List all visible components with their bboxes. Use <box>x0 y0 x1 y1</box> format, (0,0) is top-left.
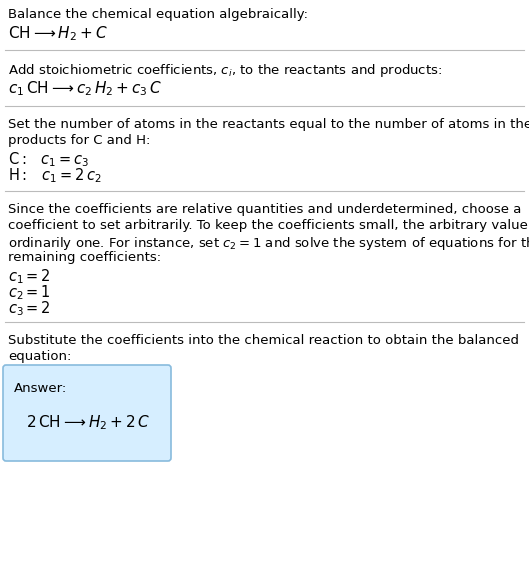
Text: Since the coefficients are relative quantities and underdetermined, choose a: Since the coefficients are relative quan… <box>8 203 522 216</box>
Text: Add stoichiometric coefficients, $c_i$, to the reactants and products:: Add stoichiometric coefficients, $c_i$, … <box>8 62 442 79</box>
Text: $\mathrm{H:}\;\;\; c_1 = 2\,c_2$: $\mathrm{H:}\;\;\; c_1 = 2\,c_2$ <box>8 166 102 185</box>
Text: $\mathrm{C:}\;\;\; c_1 = c_3$: $\mathrm{C:}\;\;\; c_1 = c_3$ <box>8 150 89 169</box>
Text: coefficient to set arbitrarily. To keep the coefficients small, the arbitrary va: coefficient to set arbitrarily. To keep … <box>8 219 529 232</box>
Text: $c_1\,\mathrm{CH} \longrightarrow c_2\,H_2 + c_3\,C$: $c_1\,\mathrm{CH} \longrightarrow c_2\,H… <box>8 79 162 98</box>
Text: $c_2 = 1$: $c_2 = 1$ <box>8 283 51 302</box>
Text: Substitute the coefficients into the chemical reaction to obtain the balanced: Substitute the coefficients into the che… <box>8 334 519 347</box>
Text: $c_1 = 2$: $c_1 = 2$ <box>8 267 51 286</box>
Text: $2\,\mathrm{CH} \longrightarrow H_2 + 2\,C$: $2\,\mathrm{CH} \longrightarrow H_2 + 2\… <box>26 414 150 433</box>
Text: Set the number of atoms in the reactants equal to the number of atoms in the: Set the number of atoms in the reactants… <box>8 118 529 131</box>
Text: equation:: equation: <box>8 350 71 363</box>
Text: remaining coefficients:: remaining coefficients: <box>8 251 161 264</box>
Text: $c_3 = 2$: $c_3 = 2$ <box>8 299 51 318</box>
Text: Balance the chemical equation algebraically:: Balance the chemical equation algebraica… <box>8 8 308 21</box>
Text: products for C and H:: products for C and H: <box>8 134 150 147</box>
FancyBboxPatch shape <box>3 365 171 461</box>
Text: Answer:: Answer: <box>14 382 67 395</box>
Text: $\mathrm{CH} \longrightarrow H_2 + C$: $\mathrm{CH} \longrightarrow H_2 + C$ <box>8 24 108 43</box>
Text: ordinarily one. For instance, set $c_2 = 1$ and solve the system of equations fo: ordinarily one. For instance, set $c_2 =… <box>8 235 529 252</box>
